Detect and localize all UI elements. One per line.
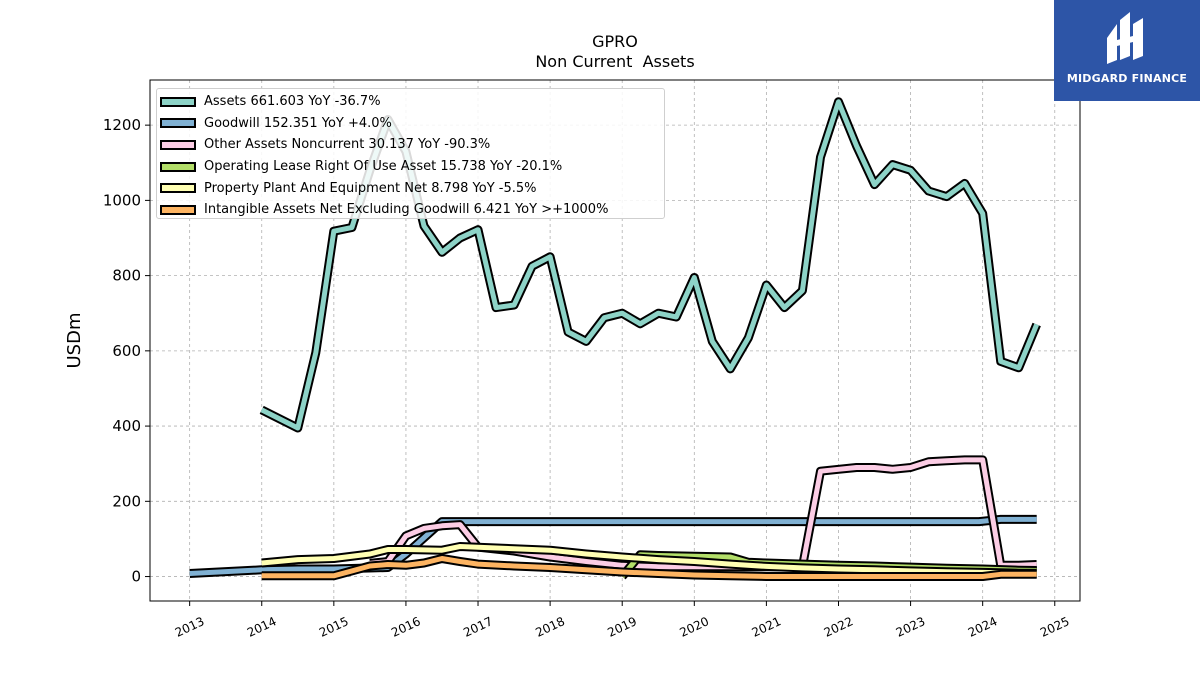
y-tick-label: 400 <box>112 417 141 435</box>
series-stroke <box>261 544 1037 576</box>
series-line <box>189 514 1037 578</box>
x-tick-label: 2019 <box>605 614 639 640</box>
brand-name: MIDGARD FINANCE <box>1066 72 1188 85</box>
series-lines <box>189 97 1041 581</box>
x-tick-label: 2013 <box>173 614 207 640</box>
legend: Assets 661.603 YoY -36.7% Goodwill 152.3… <box>156 88 665 219</box>
legend-swatch <box>160 161 196 172</box>
y-tick-label: 600 <box>112 342 141 360</box>
x-tick-label: 2016 <box>389 614 423 640</box>
x-tick-label: 2018 <box>533 614 567 640</box>
series-stroke <box>261 556 1037 579</box>
legend-item: Operating Lease Right Of Use Asset 15.73… <box>160 156 664 178</box>
legend-label: Other Assets Noncurrent 30.137 YoY -90.3… <box>204 137 491 153</box>
y-axis-label: USDm <box>64 313 85 369</box>
x-tick-label: 2024 <box>966 614 1000 640</box>
legend-item: Assets 661.603 YoY -36.7% <box>160 91 664 113</box>
midgard-logo-icon <box>1107 12 1143 64</box>
x-tick-label: 2023 <box>894 614 928 640</box>
legend-item: Goodwill 152.351 YoY +4.0% <box>160 113 664 135</box>
plot-frame <box>149 79 1081 602</box>
legend-label: Assets 661.603 YoY -36.7% <box>204 94 381 110</box>
legend-swatch <box>160 183 196 194</box>
chart-title: GPRO <box>592 32 638 51</box>
x-tick-label: 2020 <box>678 614 712 640</box>
legend-item: Intangible Assets Net Excluding Goodwill… <box>160 199 664 221</box>
series-line <box>261 542 1037 578</box>
y-tick-label: 200 <box>112 492 141 510</box>
legend-item: Other Assets Noncurrent 30.137 YoY -90.3… <box>160 134 664 156</box>
x-tick-label: 2017 <box>461 614 495 640</box>
series-stroke <box>189 516 1037 576</box>
x-tick-label: 2025 <box>1038 614 1072 640</box>
x-tick-label: 2022 <box>822 614 856 640</box>
y-tick-label: 0 <box>131 568 141 586</box>
legend-swatch <box>160 204 196 215</box>
y-tick-label: 1200 <box>103 116 141 134</box>
legend-label: Intangible Assets Net Excluding Goodwill… <box>204 202 609 218</box>
x-tick-label: 2015 <box>317 614 351 640</box>
legend-item: Property Plant And Equipment Net 8.798 Y… <box>160 177 664 199</box>
y-tick-label: 1000 <box>103 191 141 209</box>
legend-label: Operating Lease Right Of Use Asset 15.73… <box>204 159 563 175</box>
x-tick-label: 2021 <box>750 614 784 640</box>
legend-label: Goodwill 152.351 YoY +4.0% <box>204 115 392 131</box>
x-tick-label: 2014 <box>245 614 279 640</box>
legend-swatch <box>160 139 196 150</box>
legend-swatch <box>160 96 196 107</box>
series-line <box>261 554 1037 581</box>
y-tick-label: 800 <box>112 267 141 285</box>
legend-label: Property Plant And Equipment Net 8.798 Y… <box>204 180 537 196</box>
legend-swatch <box>160 118 196 129</box>
chart-subtitle: Non Current Assets <box>535 52 695 71</box>
brand-logo: MIDGARD FINANCE <box>1054 0 1200 101</box>
